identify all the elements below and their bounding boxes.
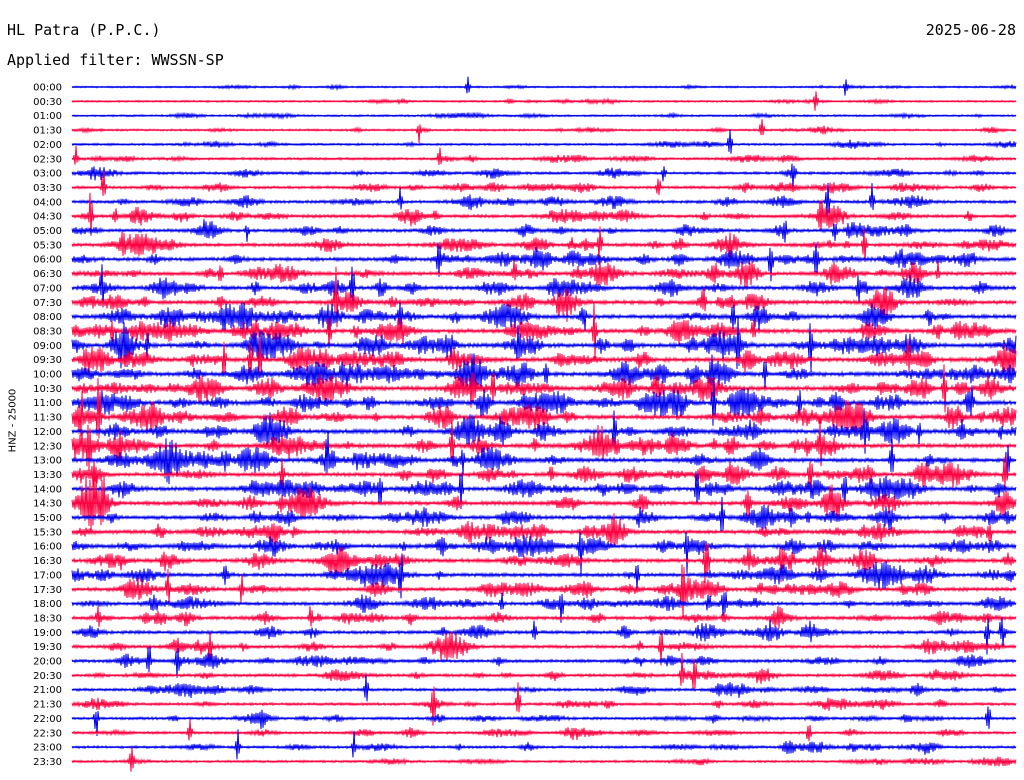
seismic-trace [71,76,1017,96]
time-tick-label: 15:30 [33,527,62,538]
time-tick-label: 03:30 [33,183,62,194]
time-tick-label: 15:00 [33,513,62,524]
seismic-trace [71,430,1017,485]
time-tick-label: 02:00 [33,140,62,151]
time-tick-label: 01:00 [33,111,62,122]
seismic-trace [71,420,1017,471]
time-tick-label: 20:30 [33,671,62,682]
time-tick-label: 06:30 [33,269,62,280]
time-tick-label: 00:00 [33,83,62,94]
seismic-trace [71,606,1017,629]
time-tick-label: 03:00 [33,169,62,180]
time-tick-label: 07:00 [33,283,62,294]
time-tick-label: 04:00 [33,197,62,208]
seismic-trace [71,302,1017,333]
seismic-trace [71,119,1017,144]
time-tick-label: 05:00 [33,226,62,237]
time-tick-label: 23:00 [33,743,62,754]
station-title: HL Patra (P.P.C.) [7,21,161,39]
time-tick-label: 19:30 [33,642,62,653]
time-tick-label: 17:00 [33,570,62,581]
date-label: 2025-06-28 [925,21,1016,39]
seismic-trace [71,747,1017,772]
time-tick-label: 21:30 [33,700,62,711]
time-tick-label: 09:30 [33,355,62,366]
time-label-group: 00:00 00:30 01:00 01:30 02:00 02:30 03:00 03:30… [33,83,62,768]
seismic-trace [71,719,1017,742]
time-tick-label: 19:00 [33,628,62,639]
time-tick-label: 10:00 [33,370,62,381]
time-tick-label: 16:30 [33,556,62,567]
time-tick-label: 02:30 [33,154,62,165]
time-tick-label: 06:00 [33,255,62,266]
time-tick-label: 18:30 [33,613,62,624]
time-tick-label: 13:30 [33,470,62,481]
time-tick-label: 14:00 [33,484,62,495]
time-tick-label: 09:00 [33,341,62,352]
time-tick-label: 16:00 [33,542,62,553]
time-tick-label: 01:30 [33,126,62,137]
time-tick-label: 18:00 [33,599,62,610]
time-tick-label: 21:00 [33,685,62,696]
seismic-trace [71,378,1017,439]
time-tick-label: 12:30 [33,441,62,452]
time-tick-label: 10:30 [33,384,62,395]
time-tick-label: 00:30 [33,97,62,108]
time-tick-label: 17:30 [33,585,62,596]
time-tick-label: 12:00 [33,427,62,438]
seismic-trace [71,729,1017,760]
time-tick-label: 13:00 [33,456,62,467]
seismic-trace [71,129,1017,154]
time-tick-label: 22:00 [33,714,62,725]
time-tick-label: 05:30 [33,240,62,251]
time-tick-label: 07:30 [33,298,62,309]
time-tick-label: 08:30 [33,326,62,337]
time-tick-label: 11:00 [33,398,62,409]
time-tick-label: 22:30 [33,728,62,739]
time-tick-label: 14:30 [33,499,62,510]
seismic-trace [71,364,1017,413]
seismic-trace [71,470,1017,531]
time-tick-label: 11:30 [33,413,62,424]
seismic-trace [71,145,1017,165]
seismic-trace [71,409,1017,454]
time-tick-label: 04:30 [33,212,62,223]
seismic-trace [71,674,1017,702]
time-tick-label: 08:00 [33,312,62,323]
time-tick-label: 20:00 [33,657,62,668]
trace-group [71,76,1017,772]
time-tick-label: 23:30 [33,757,62,768]
filter-label: Applied filter: WWSSN-SP [7,51,224,69]
